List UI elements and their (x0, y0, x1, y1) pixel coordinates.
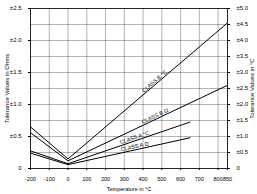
svg-text:0: 0 (66, 176, 69, 182)
svg-text:±5.0: ±5.0 (237, 5, 249, 11)
svg-text:±3.0: ±3.0 (237, 69, 249, 75)
svg-text:100: 100 (82, 176, 91, 182)
svg-text:±2.5: ±2.5 (237, 85, 249, 91)
svg-text:±0.5: ±0.5 (237, 149, 249, 155)
svg-text:850: 850 (223, 176, 232, 182)
svg-text:±1.5: ±1.5 (237, 117, 249, 123)
svg-text:800: 800 (214, 176, 223, 182)
svg-text:±4.0: ±4.0 (237, 37, 249, 43)
svg-text:CLASS B °C: CLASS B °C (141, 69, 168, 94)
svg-text:±1.0: ±1.0 (10, 101, 22, 107)
svg-text:700: 700 (195, 176, 204, 182)
svg-text:±1.5: ±1.5 (10, 69, 22, 75)
svg-text:CLASS A °C: CLASS A °C (119, 129, 150, 146)
svg-text:Temperature in °C: Temperature in °C (107, 186, 151, 192)
svg-text:-200: -200 (25, 176, 36, 182)
svg-text:±3.5: ±3.5 (237, 53, 249, 59)
svg-text:Tolerance Values in Ohms: Tolerance Values in Ohms (4, 54, 10, 124)
svg-text:±2.0: ±2.0 (10, 37, 22, 43)
svg-text:±2.0: ±2.0 (237, 101, 249, 107)
svg-text:CLASS B Ω: CLASS B Ω (141, 107, 170, 125)
svg-text:Tolerance Values in °C: Tolerance Values in °C (249, 58, 255, 119)
svg-text:500: 500 (157, 176, 166, 182)
svg-text:CLASS A Ω: CLASS A Ω (120, 140, 149, 152)
svg-text:±2.5: ±2.5 (10, 5, 22, 11)
svg-text:±1.0: ±1.0 (237, 133, 249, 139)
svg-text:0: 0 (237, 165, 241, 171)
svg-text:-100: -100 (44, 176, 55, 182)
svg-text:0: 0 (18, 165, 22, 171)
svg-text:±0.5: ±0.5 (10, 133, 22, 139)
svg-text:300: 300 (120, 176, 129, 182)
svg-text:200: 200 (101, 176, 110, 182)
svg-text:600: 600 (176, 176, 185, 182)
svg-text:400: 400 (138, 176, 147, 182)
svg-text:±4.5: ±4.5 (237, 21, 249, 27)
